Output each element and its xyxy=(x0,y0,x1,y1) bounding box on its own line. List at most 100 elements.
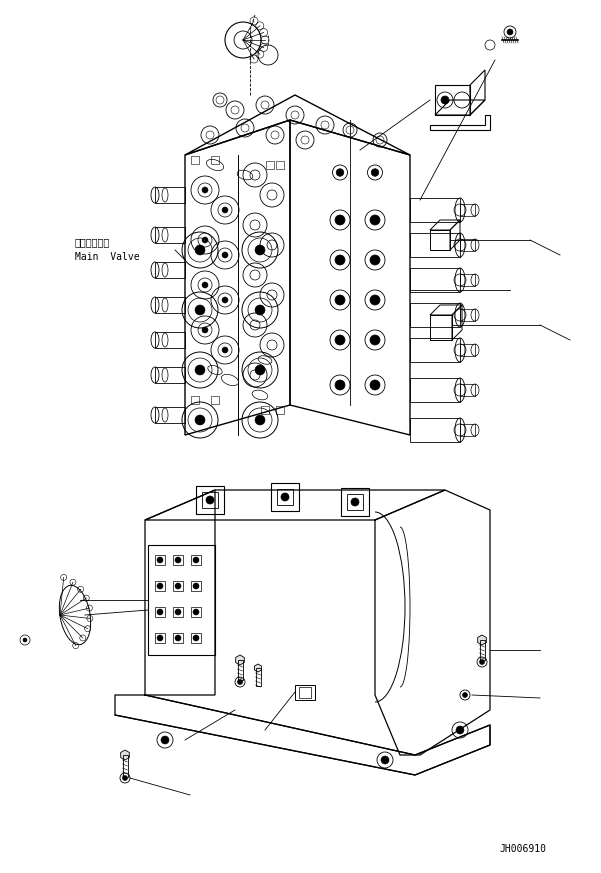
Circle shape xyxy=(370,295,380,305)
Bar xyxy=(410,338,460,362)
Bar xyxy=(148,545,215,655)
Bar xyxy=(191,607,201,617)
Circle shape xyxy=(456,726,464,734)
Bar xyxy=(410,233,460,257)
Bar xyxy=(237,660,242,680)
Bar xyxy=(155,607,165,617)
Bar xyxy=(173,581,183,591)
Bar xyxy=(410,198,460,222)
Circle shape xyxy=(193,583,199,589)
Circle shape xyxy=(463,692,468,698)
Bar xyxy=(173,555,183,565)
Circle shape xyxy=(370,335,380,345)
Bar xyxy=(430,315,452,340)
Bar xyxy=(173,633,183,643)
Bar xyxy=(255,668,260,686)
Bar xyxy=(460,204,475,216)
Circle shape xyxy=(202,237,208,243)
Bar xyxy=(276,161,284,169)
Bar xyxy=(460,309,475,321)
Bar xyxy=(155,555,165,565)
Polygon shape xyxy=(478,635,486,645)
Circle shape xyxy=(175,635,181,641)
Bar xyxy=(460,274,475,286)
Bar xyxy=(191,156,199,164)
Circle shape xyxy=(161,736,169,744)
Circle shape xyxy=(23,638,27,642)
Bar xyxy=(341,488,369,516)
Bar xyxy=(191,396,199,404)
Circle shape xyxy=(202,327,208,333)
Circle shape xyxy=(157,557,163,563)
Circle shape xyxy=(202,282,208,288)
Circle shape xyxy=(237,679,242,684)
Polygon shape xyxy=(236,655,245,665)
Circle shape xyxy=(195,305,205,315)
Circle shape xyxy=(335,380,345,390)
Circle shape xyxy=(206,496,214,504)
Bar xyxy=(347,494,363,510)
Circle shape xyxy=(370,255,380,265)
Circle shape xyxy=(335,215,345,225)
Circle shape xyxy=(222,252,228,258)
Circle shape xyxy=(255,245,265,255)
Bar xyxy=(155,581,165,591)
Circle shape xyxy=(195,245,205,255)
Circle shape xyxy=(370,215,380,225)
Circle shape xyxy=(175,557,181,563)
Bar xyxy=(155,227,185,243)
Circle shape xyxy=(193,609,199,615)
Bar xyxy=(410,268,460,292)
Circle shape xyxy=(371,168,379,176)
Bar xyxy=(299,687,311,698)
Bar xyxy=(211,396,219,404)
Bar xyxy=(155,262,185,278)
Circle shape xyxy=(175,583,181,589)
Circle shape xyxy=(157,635,163,641)
Circle shape xyxy=(335,295,345,305)
Circle shape xyxy=(335,335,345,345)
Bar xyxy=(211,156,219,164)
Bar xyxy=(410,378,460,402)
Bar xyxy=(295,685,315,700)
Circle shape xyxy=(370,380,380,390)
Circle shape xyxy=(281,493,289,501)
Bar xyxy=(155,332,185,348)
Circle shape xyxy=(480,659,484,664)
Bar xyxy=(155,367,185,383)
Text: Main  Valve: Main Valve xyxy=(75,252,139,262)
Circle shape xyxy=(195,415,205,425)
Bar xyxy=(410,303,460,327)
Polygon shape xyxy=(121,750,129,760)
Circle shape xyxy=(222,207,228,213)
Circle shape xyxy=(255,415,265,425)
Bar xyxy=(261,406,269,414)
Circle shape xyxy=(157,609,163,615)
Bar xyxy=(155,407,185,423)
Circle shape xyxy=(255,365,265,375)
Circle shape xyxy=(335,255,345,265)
Bar xyxy=(202,492,218,508)
Bar xyxy=(480,640,484,660)
Bar xyxy=(460,424,475,436)
Circle shape xyxy=(441,96,449,104)
Circle shape xyxy=(195,365,205,375)
Circle shape xyxy=(175,609,181,615)
Bar xyxy=(430,230,450,250)
Bar xyxy=(155,633,165,643)
Circle shape xyxy=(157,583,163,589)
Bar xyxy=(277,489,293,505)
Bar xyxy=(191,633,201,643)
Bar xyxy=(123,755,127,777)
Bar xyxy=(460,344,475,356)
Polygon shape xyxy=(255,664,261,672)
Circle shape xyxy=(123,775,127,780)
Circle shape xyxy=(193,557,199,563)
Bar xyxy=(155,187,185,203)
Bar xyxy=(173,607,183,617)
Bar xyxy=(460,384,475,396)
Circle shape xyxy=(351,498,359,506)
Circle shape xyxy=(255,305,265,315)
Bar xyxy=(196,486,224,514)
Bar xyxy=(435,85,470,115)
